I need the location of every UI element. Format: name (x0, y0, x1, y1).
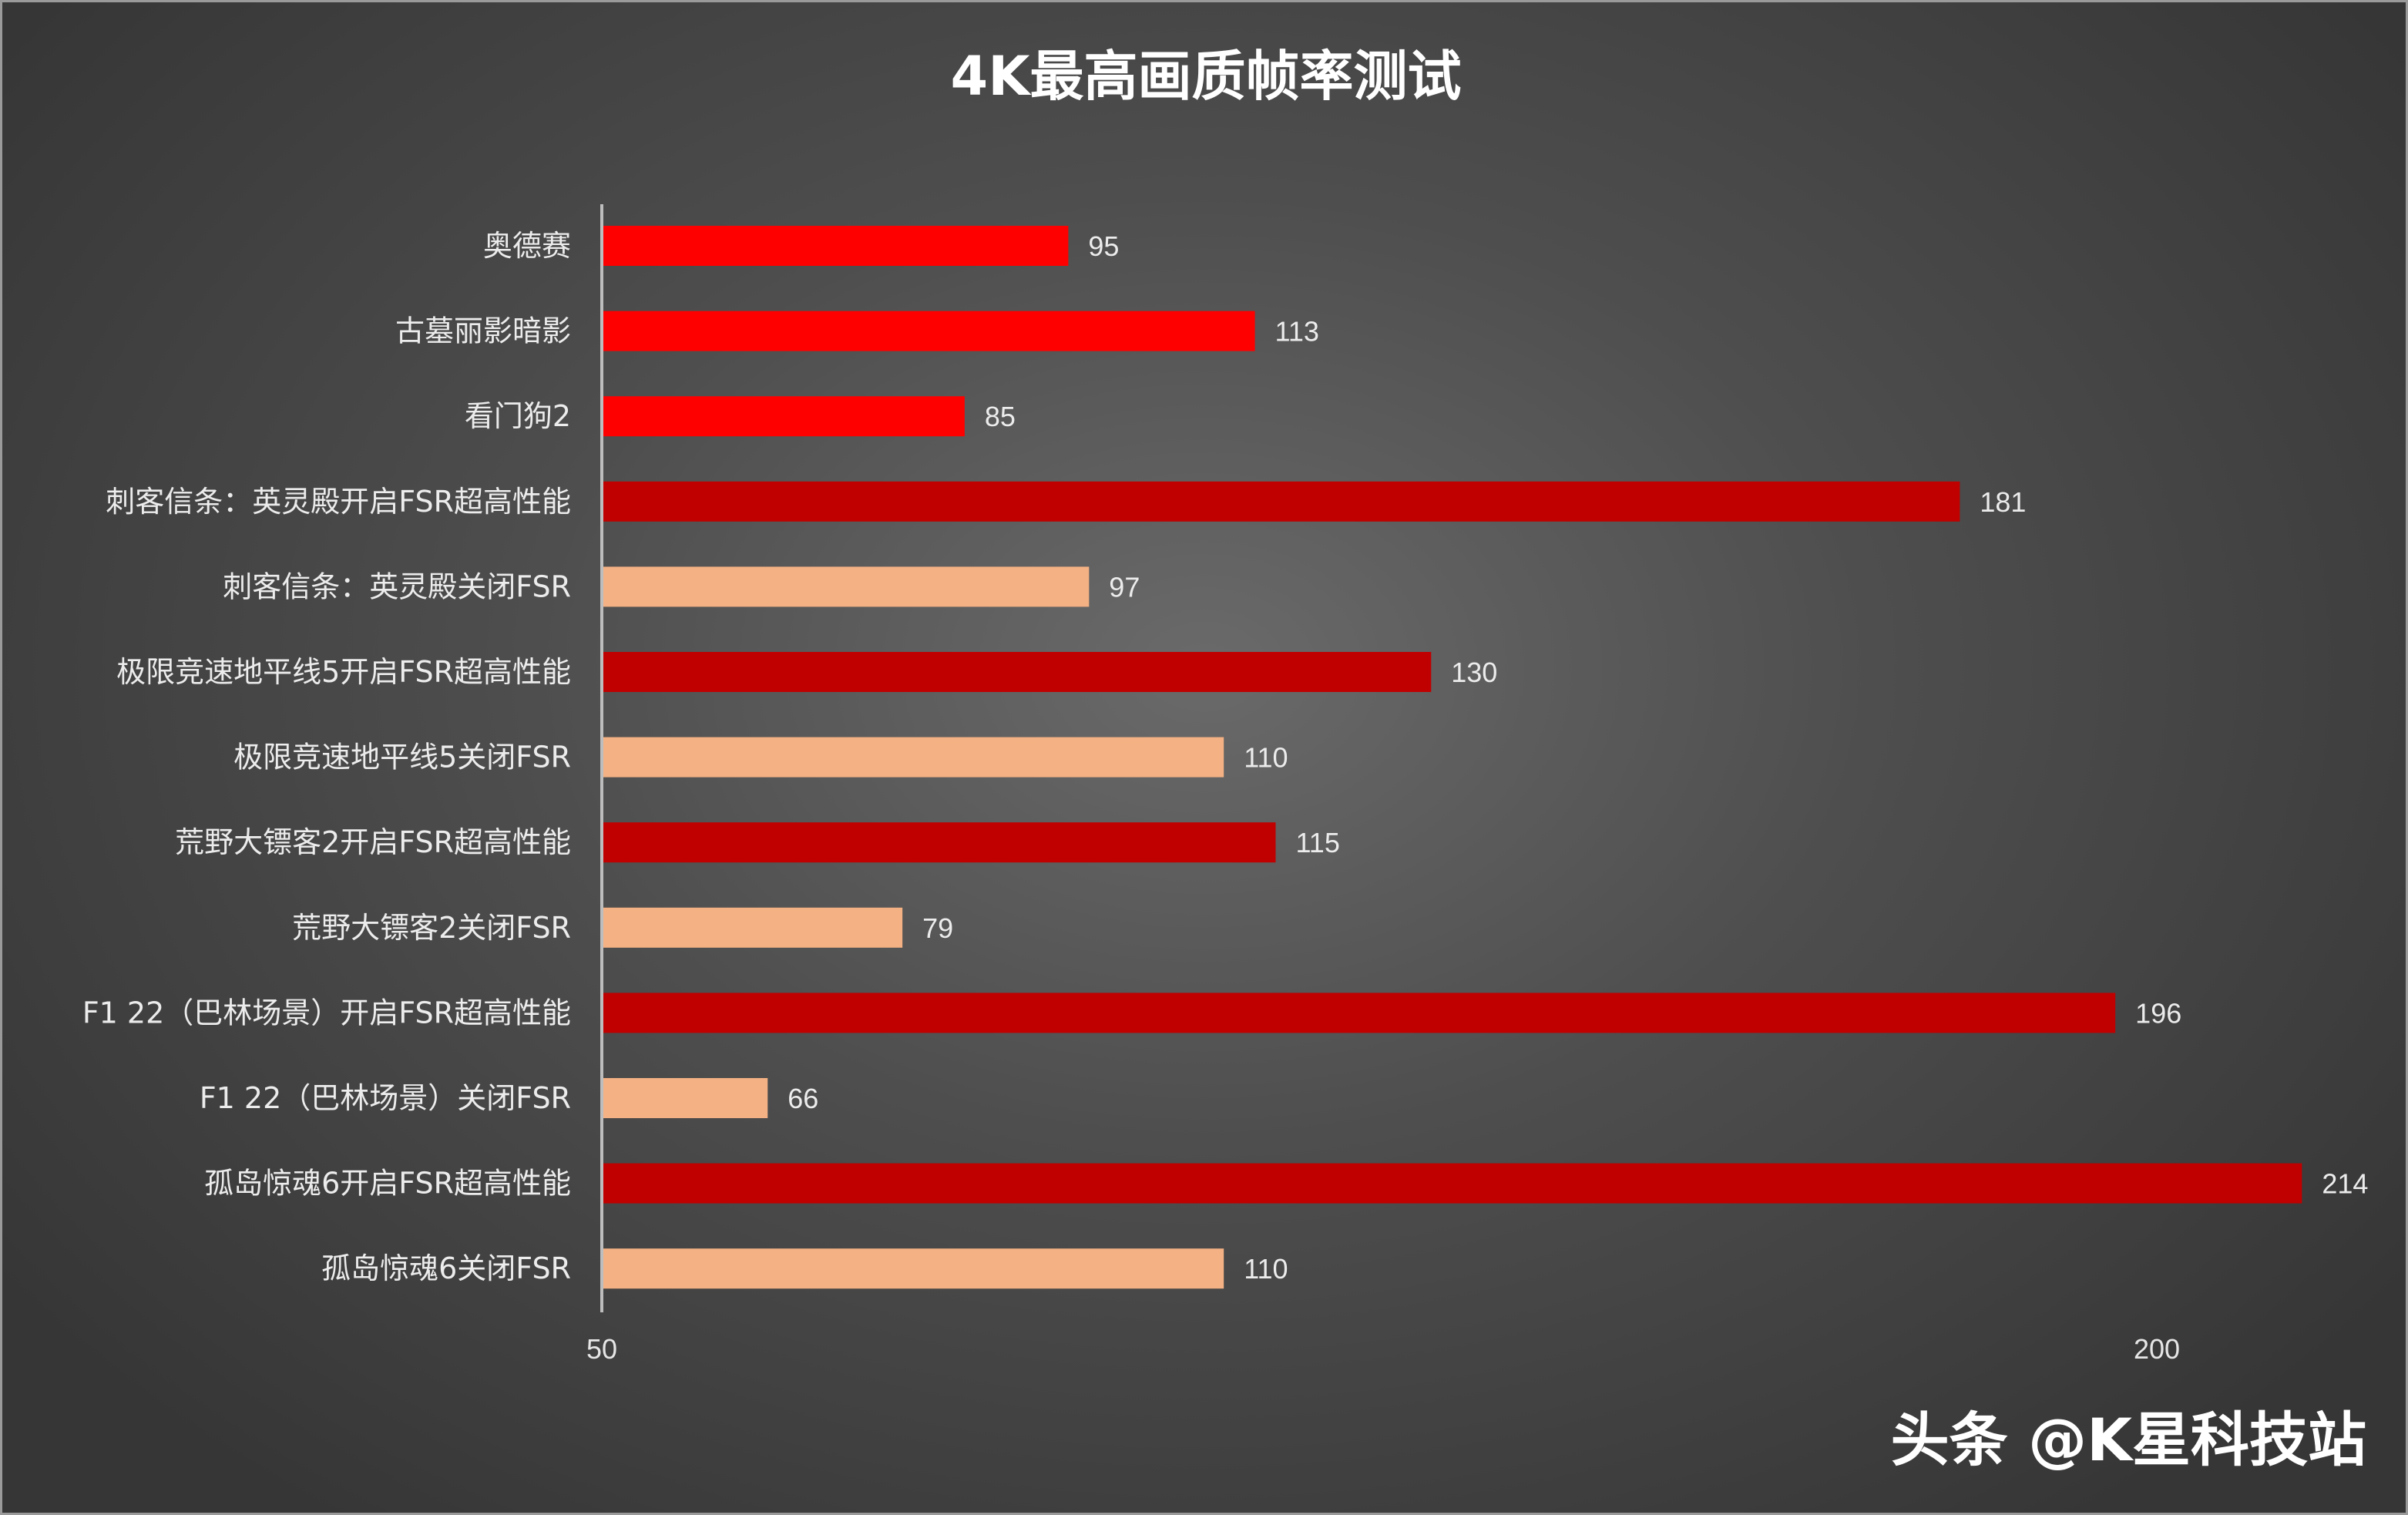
value-label: 110 (1244, 1253, 1288, 1285)
bar-row: 荒野大镖客2开启FSR超高性能 115 (175, 822, 1340, 863)
bar-row: 古墓丽影暗影 113 (395, 311, 1319, 351)
bar (602, 993, 2116, 1033)
value-label: 196 (2135, 997, 2181, 1029)
bar-row: 孤岛惊魂6开启FSR超高性能 214 (204, 1163, 2368, 1204)
bar (602, 1248, 1224, 1289)
value-label: 214 (2322, 1168, 2368, 1200)
bar (602, 226, 1069, 266)
bar-row: F1 22（巴林场景）开启FSR超高性能 196 (82, 993, 2181, 1033)
category-label: F1 22（巴林场景）关闭FSR (200, 1081, 571, 1115)
bar (602, 1078, 768, 1118)
value-label: 130 (1451, 657, 1497, 688)
bar-row: 孤岛惊魂6关闭FSR 110 (321, 1248, 1288, 1289)
bar-row: 刺客信条：英灵殿关闭FSR 97 (223, 566, 1140, 607)
bar-row: 极限竞速地平线5开启FSR超高性能 130 (116, 652, 1497, 692)
value-label: 115 (1295, 827, 1339, 858)
value-label: 66 (788, 1083, 818, 1114)
bars-layer: 奥德赛 95 古墓丽影暗影 113 看门狗2 85 刺客信条：英灵殿开启FSR超高性能 181… (82, 226, 2368, 1289)
value-label: 85 (985, 401, 1016, 432)
category-label: 极限竞速地平线5开启FSR超高性能 (116, 655, 571, 689)
bar (602, 311, 1255, 351)
bar-row: 荒野大镖客2关闭FSR 79 (292, 907, 953, 948)
category-label: 孤岛惊魂6开启FSR超高性能 (204, 1167, 571, 1201)
value-label: 113 (1275, 316, 1319, 348)
category-label: 极限竞速地平线5关闭FSR (233, 741, 571, 774)
category-label: 刺客信条：英灵殿关闭FSR (223, 569, 571, 603)
value-label: 181 (1980, 486, 2026, 518)
category-label: 看门狗2 (465, 399, 571, 433)
bar (602, 566, 1090, 607)
bar (602, 737, 1224, 778)
bar (602, 907, 903, 948)
category-label: F1 22（巴林场景）开启FSR超高性能 (82, 996, 571, 1030)
category-label: 荒野大镖客2开启FSR超高性能 (175, 825, 571, 859)
bar (602, 396, 965, 437)
category-label: 荒野大镖客2关闭FSR (292, 911, 571, 945)
bar-row: 奥德赛 95 (483, 226, 1119, 266)
value-label: 79 (922, 912, 953, 944)
bar (602, 822, 1276, 863)
bar-row: 看门狗2 85 (465, 396, 1016, 437)
x-tick-label: 50 (586, 1333, 617, 1365)
bar-row: 刺客信条：英灵殿开启FSR超高性能 181 (106, 481, 2026, 522)
bar (602, 652, 1432, 692)
value-label: 110 (1244, 742, 1288, 774)
chart-title: 4K最高画质帧率测试 (951, 45, 1462, 108)
x-axis-ticks: 50 200 (586, 1333, 2180, 1365)
watermark-text: 头条 @K星科技站 (1891, 1406, 2366, 1474)
bar-row: F1 22（巴林场景）关闭FSR 66 (200, 1078, 818, 1118)
bar (602, 481, 1960, 522)
category-label: 孤岛惊魂6关闭FSR (321, 1251, 571, 1285)
category-label: 古墓丽影暗影 (395, 314, 571, 348)
category-label: 奥德赛 (483, 229, 571, 263)
x-tick-label: 200 (2134, 1333, 2180, 1365)
bar-row: 极限竞速地平线5关闭FSR 110 (233, 737, 1288, 778)
bar (602, 1163, 2302, 1204)
category-label: 刺客信条：英灵殿开启FSR超高性能 (106, 485, 571, 519)
value-label: 95 (1088, 230, 1119, 262)
value-label: 97 (1109, 571, 1140, 603)
